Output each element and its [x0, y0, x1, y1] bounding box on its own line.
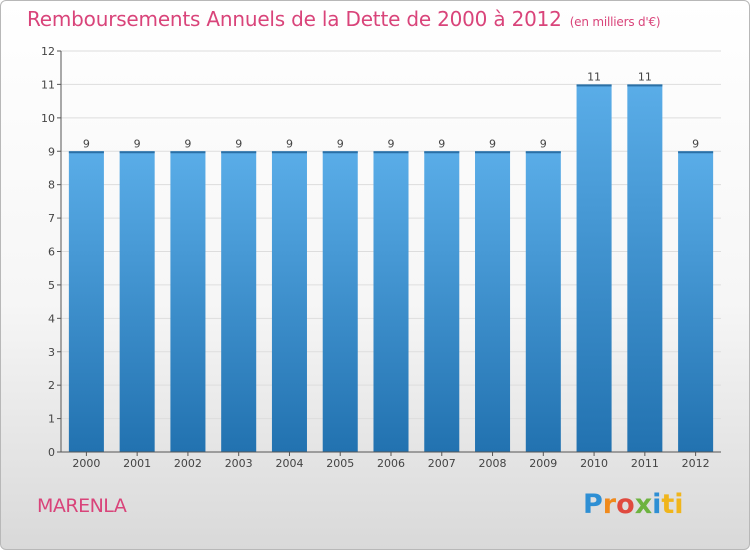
bar: [68, 151, 104, 452]
commune-name: MARENLA: [37, 495, 127, 517]
x-tick-label: 2010: [580, 457, 608, 470]
y-tick-label: 6: [48, 246, 55, 259]
bar-top-edge: [373, 151, 409, 154]
bar-top-edge: [678, 151, 714, 154]
y-tick-label: 12: [41, 45, 55, 58]
x-tick-label: 2005: [326, 457, 354, 470]
chart-title: Remboursements Annuels de la Dette de 20…: [27, 7, 661, 31]
y-tick-label: 8: [48, 179, 55, 192]
bar: [475, 151, 511, 452]
x-tick-label: 2002: [174, 457, 202, 470]
logo-letter: ti: [661, 489, 684, 520]
bar: [119, 151, 155, 452]
bar: [322, 151, 358, 452]
data-label: 9: [489, 137, 496, 150]
x-tick-label: 2012: [682, 457, 710, 470]
x-tick-label: 2011: [631, 457, 659, 470]
y-tick-label: 7: [48, 212, 55, 225]
x-tick-label: 2003: [225, 457, 253, 470]
chart-title-text: Remboursements Annuels de la Dette de 20…: [27, 7, 562, 31]
labels: 0123456789101112920009200192002920039200…: [41, 45, 710, 470]
y-tick-label: 2: [48, 379, 55, 392]
x-tick-label: 2007: [428, 457, 456, 470]
bar: [525, 151, 561, 452]
y-tick-label: 9: [48, 145, 55, 158]
bar-top-edge: [221, 151, 257, 154]
x-tick-label: 2004: [275, 457, 303, 470]
x-tick-label: 2008: [479, 457, 507, 470]
chart-subtitle: (en milliers d'€): [569, 15, 661, 29]
bar-top-edge: [627, 84, 663, 87]
logo-letter: r: [602, 489, 617, 520]
y-tick-label: 5: [48, 279, 55, 292]
data-label: 9: [388, 137, 395, 150]
axes: [57, 50, 721, 456]
x-tick-label: 2006: [377, 457, 405, 470]
y-tick-label: 0: [48, 446, 55, 459]
y-tick-label: 10: [41, 112, 55, 125]
bar-top-edge: [68, 151, 104, 154]
y-tick-label: 3: [48, 346, 55, 359]
data-label: 9: [692, 137, 699, 150]
x-tick-label: 2000: [72, 457, 100, 470]
logo-letter: P: [583, 489, 603, 520]
bar-top-edge: [271, 151, 307, 154]
bar-top-edge: [170, 151, 206, 154]
bar: [373, 151, 409, 452]
data-label: 11: [587, 70, 601, 83]
x-tick-label: 2001: [123, 457, 151, 470]
bar: [170, 151, 206, 452]
bar-top-edge: [119, 151, 155, 154]
data-label: 9: [134, 137, 141, 150]
y-tick-label: 11: [41, 78, 55, 91]
bars: [68, 84, 714, 453]
logo-letter: i: [652, 489, 662, 520]
logo-letter: o: [616, 489, 635, 520]
data-label: 9: [286, 137, 293, 150]
y-tick-label: 1: [48, 413, 55, 426]
bar: [271, 151, 307, 452]
x-tick-label: 2009: [529, 457, 557, 470]
bar-top-edge: [576, 84, 612, 87]
proxiti-logo: Proxiti: [583, 489, 684, 520]
data-label: 9: [235, 137, 242, 150]
bar: [678, 151, 714, 452]
bar: [627, 84, 663, 453]
bar-top-edge: [525, 151, 561, 154]
bar: [576, 84, 612, 453]
data-label: 9: [184, 137, 191, 150]
data-label: 9: [337, 137, 344, 150]
logo-letter: x: [634, 489, 653, 520]
data-label: 9: [438, 137, 445, 150]
y-tick-label: 4: [48, 312, 55, 325]
data-label: 9: [540, 137, 547, 150]
bar-top-edge: [475, 151, 511, 154]
data-label: 9: [83, 137, 90, 150]
data-label: 11: [638, 70, 652, 83]
bar: [424, 151, 460, 452]
bar-top-edge: [322, 151, 358, 154]
bar: [221, 151, 257, 452]
bar-top-edge: [424, 151, 460, 154]
